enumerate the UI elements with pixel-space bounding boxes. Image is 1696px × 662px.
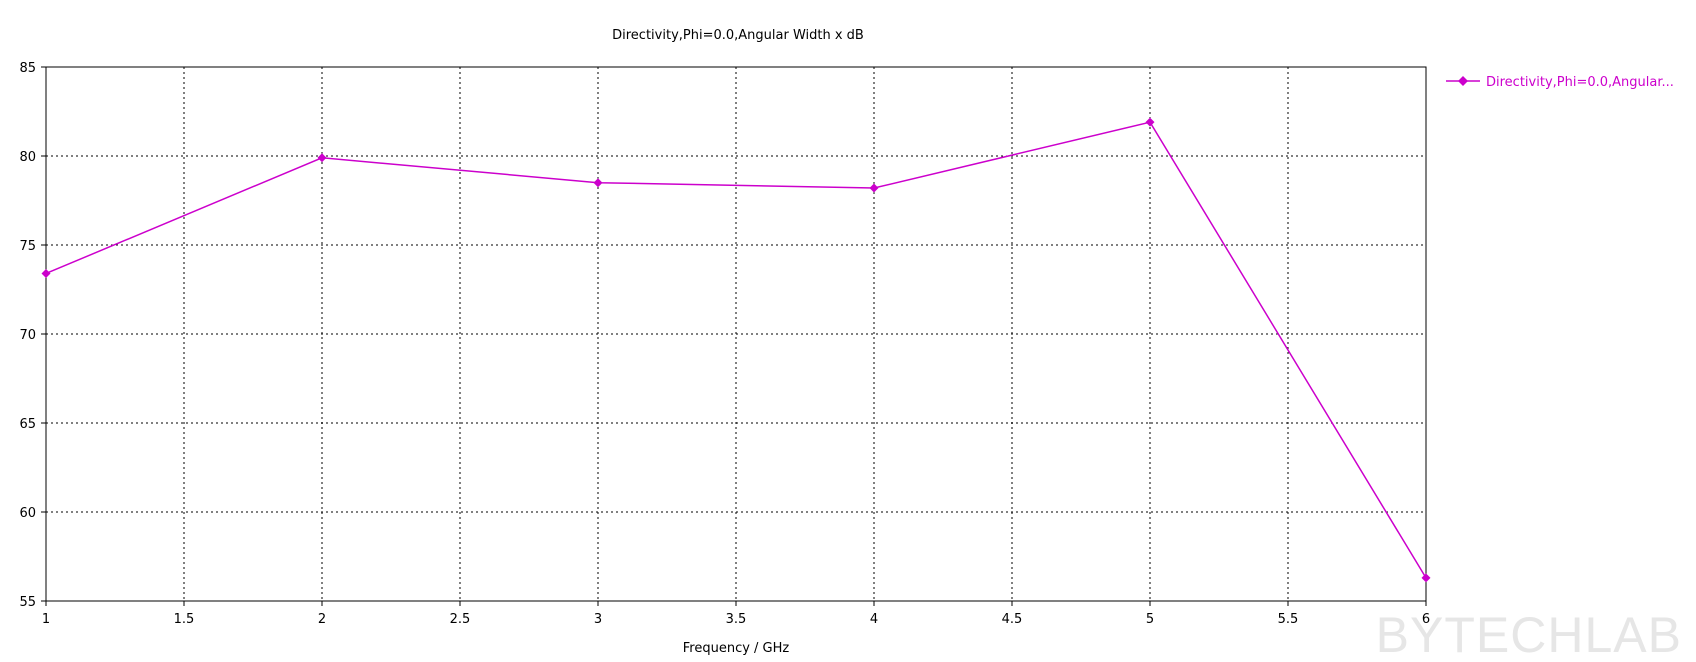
x-tick-label: 3: [594, 612, 602, 627]
x-tick-label: 5: [1146, 612, 1154, 627]
x-tick-label: 3.5: [726, 612, 747, 627]
y-tick-label: 55: [19, 595, 36, 610]
x-tick-label: 1.5: [174, 612, 195, 627]
data-point[interactable]: [41, 268, 51, 278]
x-tick-label: 2: [318, 612, 326, 627]
data-point[interactable]: [1145, 117, 1155, 127]
series-line: [45, 121, 1427, 579]
legend-marker: [1458, 76, 1468, 86]
y-tick-label: 60: [19, 506, 36, 521]
y-tick-label: 85: [19, 61, 36, 76]
x-tick-label: 6: [1422, 612, 1430, 627]
x-tick-label: 5.5: [1278, 612, 1299, 627]
y-tick-label: 65: [19, 417, 36, 432]
series-layer: [41, 117, 1431, 583]
x-axis-label: Frequency / GHz: [683, 641, 790, 656]
grid-lines: [46, 67, 1426, 601]
watermark: BYTECHLAB: [1376, 607, 1682, 662]
legend-label: Directivity,Phi=0.0,Angular...: [1486, 75, 1674, 90]
y-tick-label: 70: [19, 328, 36, 343]
x-tick-label: 4.5: [1002, 612, 1023, 627]
legend[interactable]: Directivity,Phi=0.0,Angular...: [1446, 75, 1674, 90]
chart-title: Directivity,Phi=0.0,Angular Width x dB: [612, 28, 864, 43]
y-axis: 55 60 65 70 75 80 85: [19, 61, 46, 610]
x-axis: 1 1.5 2 2.5 3 3.5 4 4.5 5 5.5 6: [42, 601, 1430, 627]
x-tick-label: 1: [42, 612, 50, 627]
data-point[interactable]: [869, 183, 879, 193]
data-point[interactable]: [593, 178, 603, 188]
data-point[interactable]: [1421, 573, 1431, 583]
data-point[interactable]: [317, 153, 327, 163]
y-tick-label: 80: [19, 150, 36, 165]
x-tick-label: 2.5: [450, 612, 471, 627]
x-tick-label: 4: [870, 612, 878, 627]
y-tick-label: 75: [19, 239, 36, 254]
